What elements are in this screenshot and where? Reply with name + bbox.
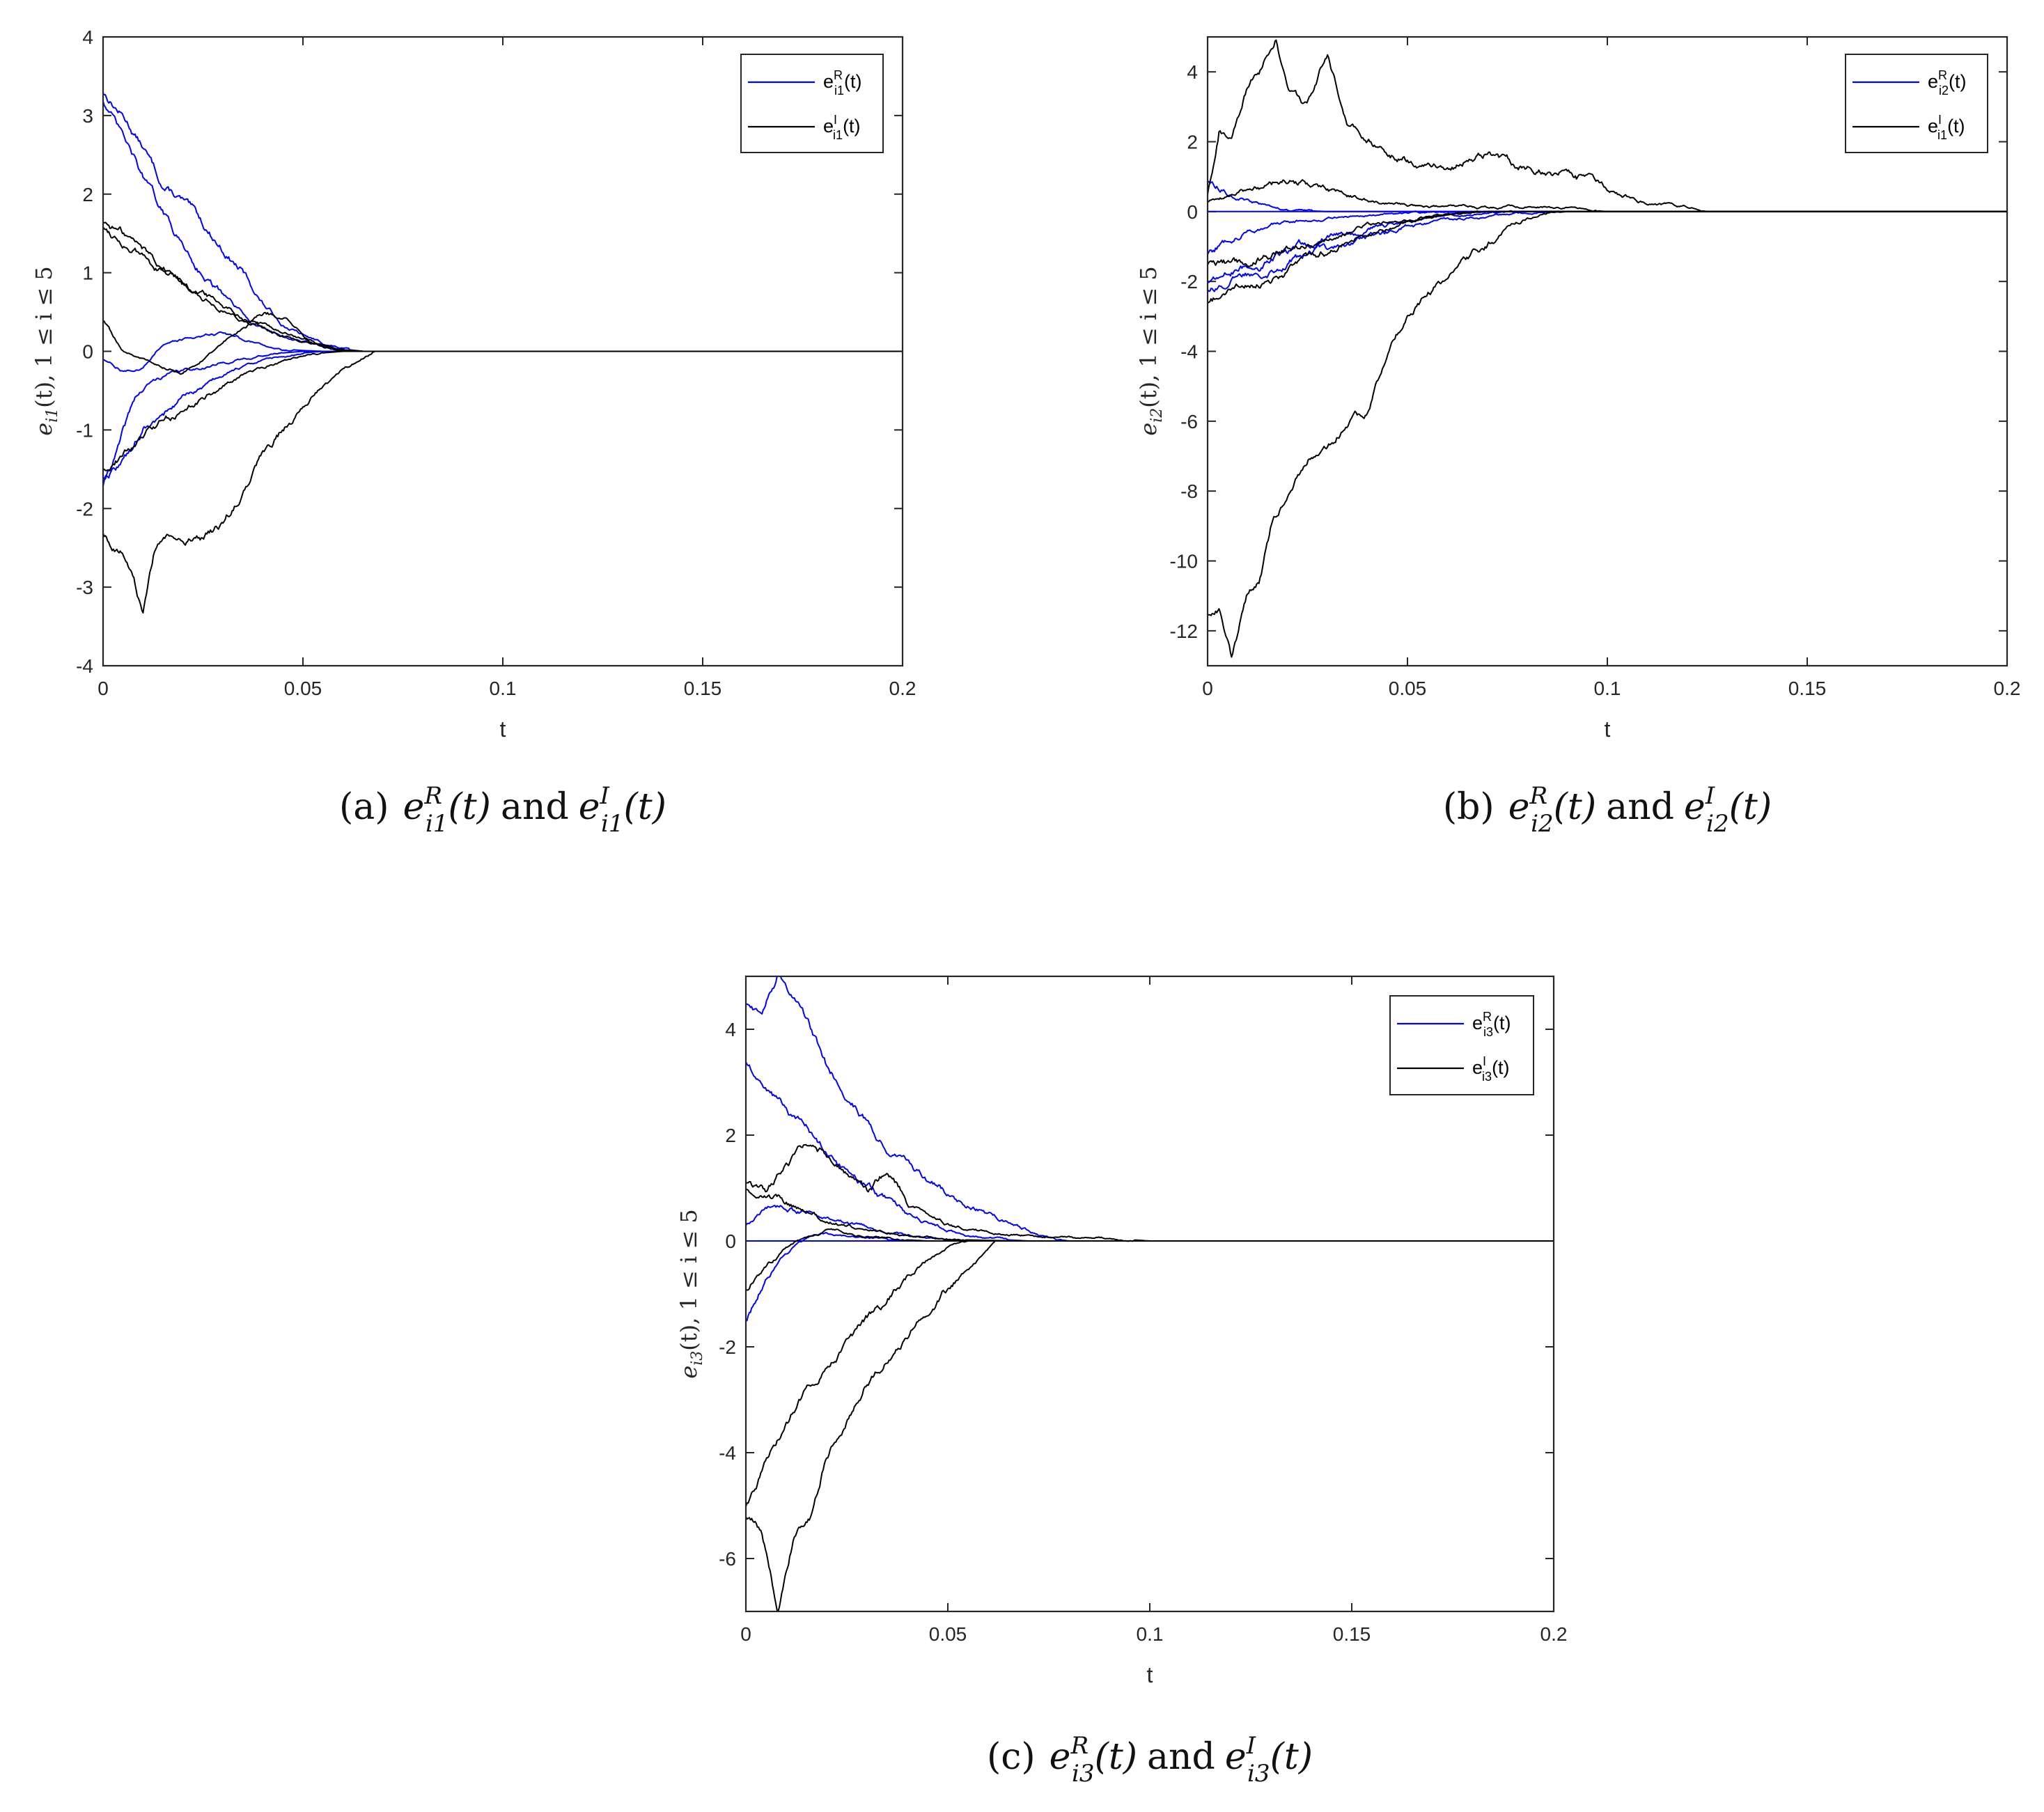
legend-box [740,54,884,153]
subplot-c: 0 0.05 0.1 0.15 0.2 -6 -4 -2 0 2 4 t ei3(t), 1 ≤ i… [676,975,1567,1788]
legend-label-real: eR i1(t) [823,68,862,97]
legend-label-real: eR i2(t) [1928,68,1967,97]
x-tick-label: 0 [740,1623,751,1645]
legend: eR i2(t) eI i1(t) [1845,54,1988,153]
y-tick-label: -8 [1180,481,1198,502]
y-tick-label: -1 [76,419,93,441]
legend: eR i1(t) eI i1(t) [740,54,884,153]
y-label-base: e [1135,423,1162,436]
y-tick-label: -3 [76,577,93,598]
y-tick-label: -12 [1170,620,1198,642]
y-axis-label: ei1(t), 1 ≤ i ≤ 5 [31,266,61,435]
legend-label-imag: eI i1(t) [1928,113,1965,142]
y-label-rest: (t), 1 ≤ i ≤ 5 [1135,266,1162,407]
y-label-base: e [31,423,57,436]
y-axis-label: ei3(t), 1 ≤ i ≤ 5 [676,1209,706,1378]
x-tick-label: 0.1 [490,678,517,699]
x-tick-label: 0.05 [284,678,322,699]
x-tick-label: 0.1 [1594,678,1621,699]
y-tick-label: 3 [82,105,93,127]
subplot-b: 0 0.05 0.1 0.15 0.2 -12 -10 -8 -6 -4 -2 0 2 4 t ei2(t… [1135,36,2021,838]
y-label-sub: i2 [1148,408,1166,423]
y-tick-label: -6 [719,1548,736,1570]
series-lines [745,976,1554,1612]
tick-labels: 0 0.05 0.1 0.15 0.2 -6 -4 -2 0 2 4 [719,1019,1567,1645]
y-tick-label: 1 [82,263,93,284]
y-tick-label: 2 [1187,132,1198,153]
x-axis-label: t [500,717,506,742]
x-tick-label: 0.2 [889,678,916,699]
x-tick-label: 0.15 [684,678,722,699]
subplot-a: 0 0.05 0.1 0.15 0.2 -4 -3 -2 -1 0 1 2 3 4 t ei1(t), 1… [31,26,916,838]
y-tick-label: -6 [1180,411,1198,432]
axes-box [102,36,904,667]
legend-label-imag: eI i1(t) [823,113,861,142]
legend-box [1389,995,1534,1095]
legend: eR i3(t) eI i3(t) [1389,995,1534,1095]
y-label-sub: i1 [44,408,61,423]
y-tick-label: 4 [1187,61,1198,83]
y-label-base: e [676,1366,702,1379]
y-tick-label: -2 [76,498,93,520]
x-tick-label: 0.05 [1389,678,1427,699]
y-tick-label: 0 [82,341,93,363]
x-tick-label: 0.2 [1540,1623,1568,1645]
y-tick-label: -2 [719,1336,736,1358]
y-tick-label: 0 [1187,201,1198,223]
y-axis-label: ei2(t), 1 ≤ i ≤ 5 [1135,266,1166,435]
tick-marks [745,976,1554,1611]
y-tick-label: -2 [1180,271,1198,292]
x-axis-label: t [1605,717,1611,742]
y-label-rest: (t), 1 ≤ i ≤ 5 [676,1209,702,1350]
y-tick-label: 2 [82,184,93,205]
tick-labels: 0 0.05 0.1 0.15 0.2 -12 -10 -8 -6 -4 -2 0 2 4 [1170,61,2021,699]
x-tick-label: 0.15 [1333,1623,1371,1645]
legend-label-imag: eI i3(t) [1472,1054,1510,1084]
legend-label-real: eR i3(t) [1472,1010,1511,1039]
series-line-imag-5 [1207,210,2007,658]
axes-box [1206,36,2008,667]
x-tick-label: 0.15 [1788,678,1827,699]
caption-c: (c) eR i3(t) and eI i3(t) [987,1732,1313,1788]
tick-labels: 0 0.05 0.1 0.15 0.2 -4 -3 -2 -1 0 1 2 3 4 [76,26,916,699]
y-tick-label: -4 [719,1442,736,1464]
y-tick-label: 0 [725,1231,736,1252]
x-axis-label: t [1147,1662,1153,1687]
y-label-sub: i3 [689,1351,706,1366]
caption-a: (a) eR i1(t) and eI i1(t) [339,782,666,838]
y-tick-label: 2 [725,1125,736,1146]
y-label-rest: (t), 1 ≤ i ≤ 5 [31,266,57,407]
series-lines [102,93,903,614]
y-tick-label: -4 [1180,341,1198,363]
y-tick-label: -10 [1170,551,1198,572]
series-lines [1207,39,2007,658]
x-tick-label: 0 [97,678,109,699]
caption-b: (b) eR i2(t) and eI i2(t) [1443,782,1772,838]
series-line-imag-5 [745,1240,1554,1612]
axes-box [744,975,1555,1613]
series-line-imag-5 [102,350,903,614]
y-tick-label: -4 [76,655,93,677]
y-tick-label: 4 [725,1019,736,1040]
x-tick-label: 0.2 [1994,678,2021,699]
x-tick-label: 0.05 [929,1623,967,1645]
x-tick-label: 0 [1202,678,1213,699]
x-tick-label: 0.1 [1137,1623,1164,1645]
y-tick-label: 4 [82,26,93,48]
legend-box [1845,54,1988,153]
